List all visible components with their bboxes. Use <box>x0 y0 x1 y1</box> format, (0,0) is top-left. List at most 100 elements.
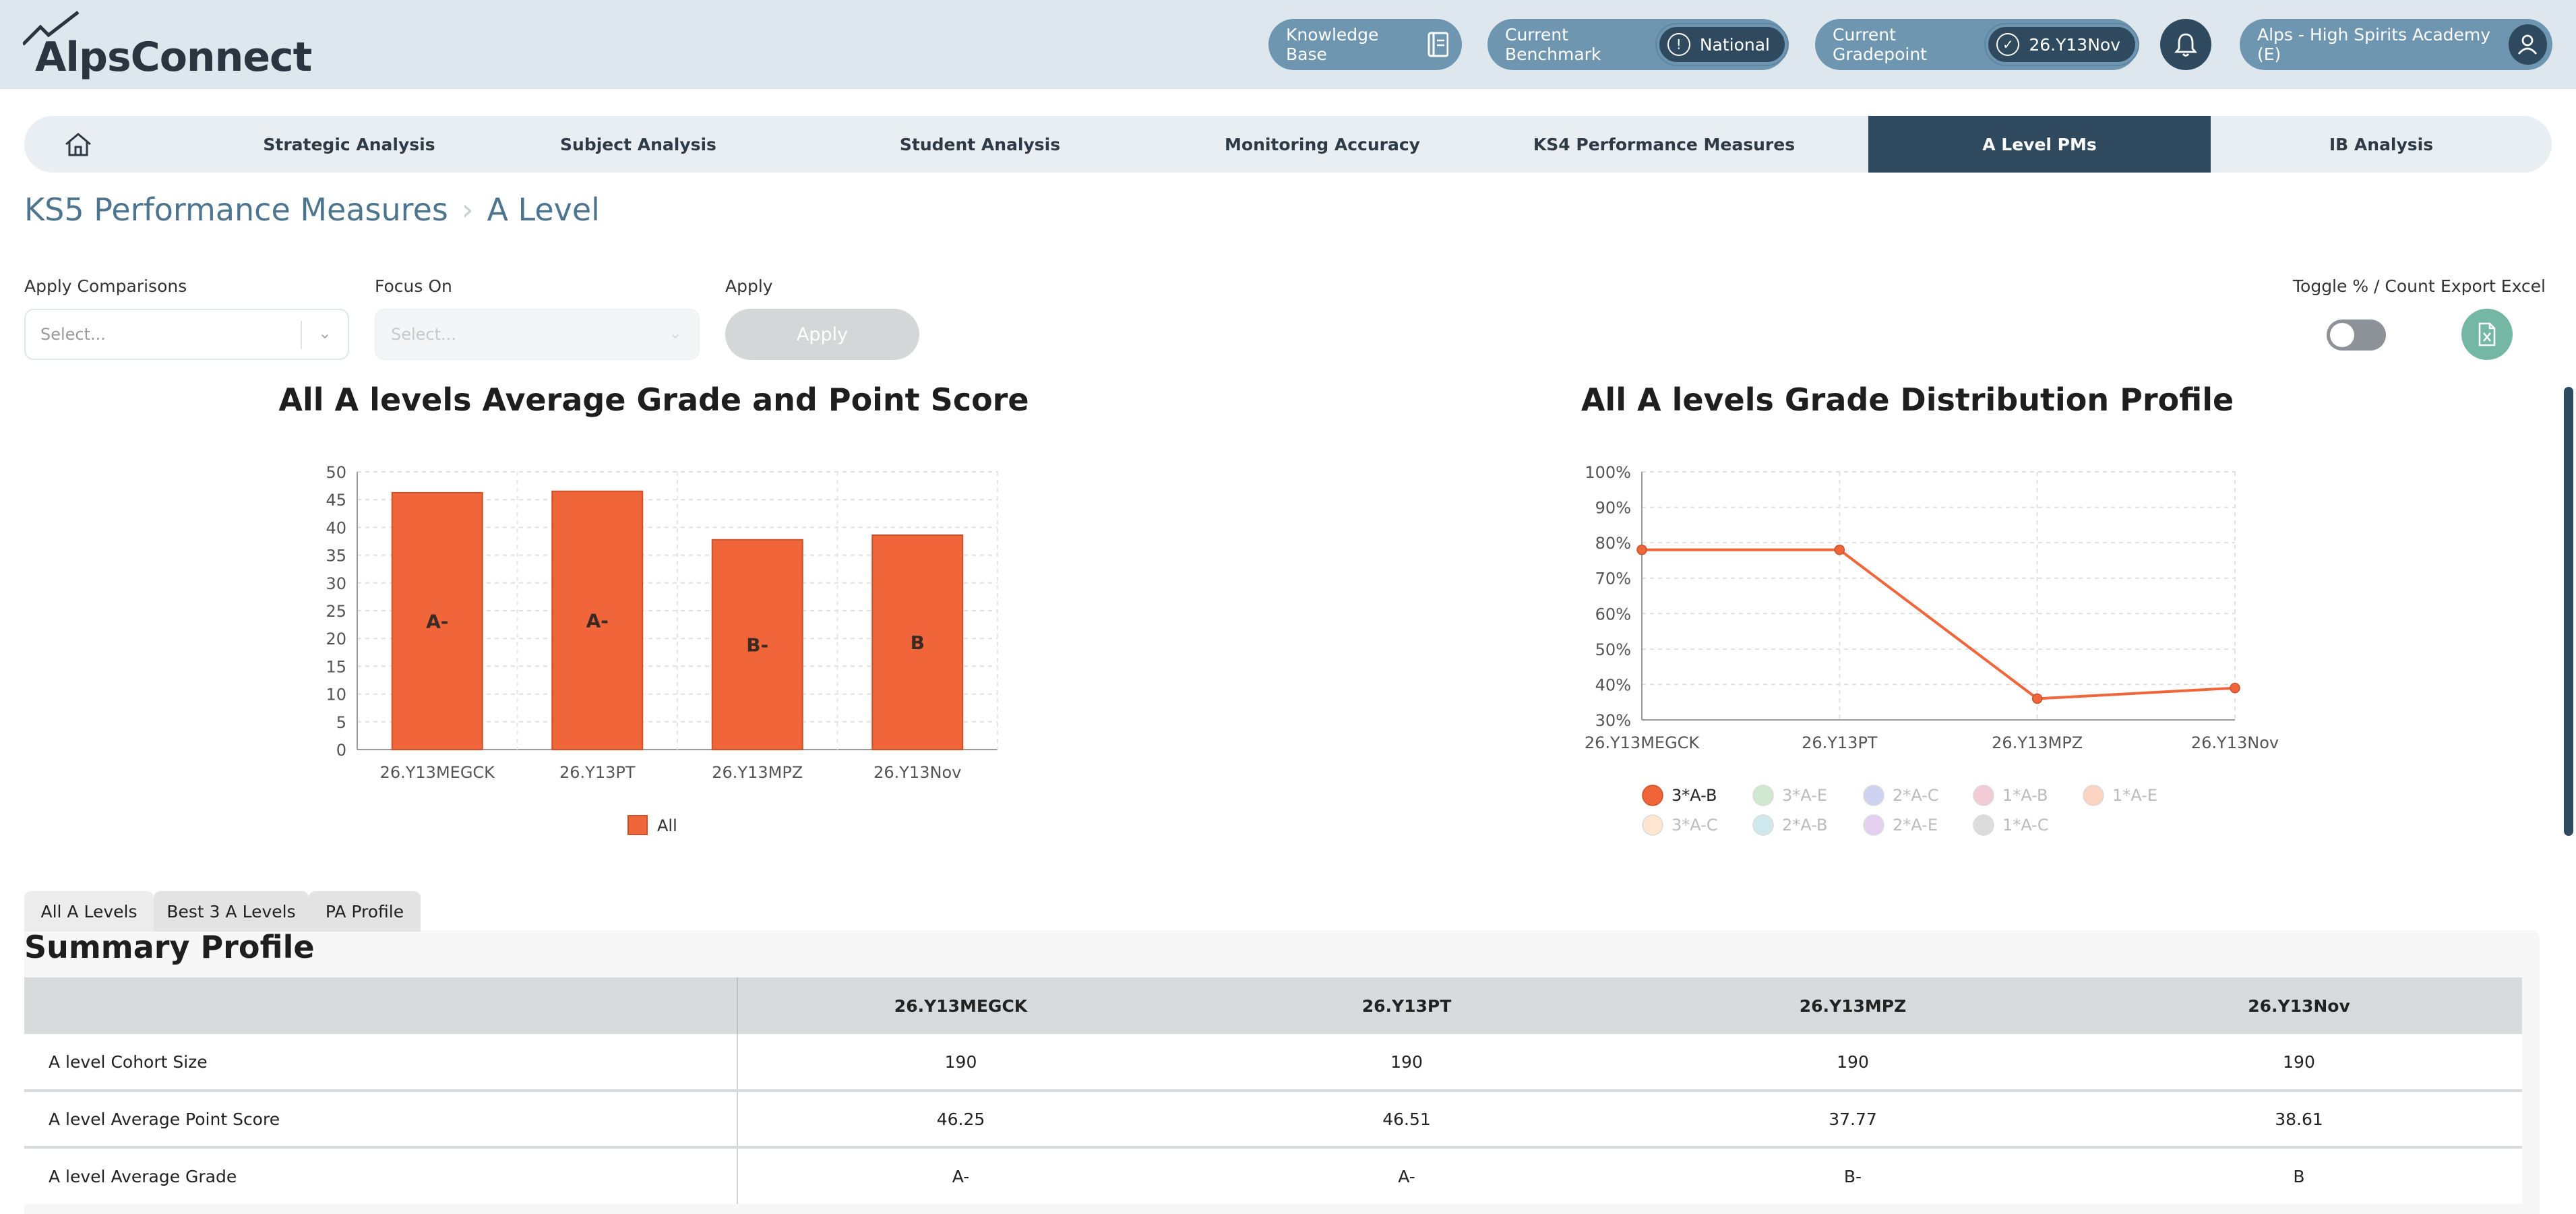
x-tick-label: 26.Y13MPZ <box>1992 733 2083 752</box>
page-scrollbar[interactable] <box>2564 387 2573 836</box>
tab-strategic-analysis[interactable]: Strategic Analysis <box>263 134 435 154</box>
y-tick-label: 80% <box>1595 534 1631 553</box>
alps-logo[interactable]: AlpsConnect <box>23 9 312 81</box>
bar <box>551 490 644 750</box>
comparisons-select[interactable]: Select... ⌄ <box>24 309 349 360</box>
tab-ks4-performance[interactable]: KS4 Performance Measures <box>1533 134 1796 154</box>
excel-file-icon <box>2478 322 2496 346</box>
tab-a-level-pms[interactable]: A Level PMs <box>1868 116 2211 173</box>
x-tick-label: 26.Y13MPZ <box>712 763 803 782</box>
subtab-pa-profile[interactable]: PA Profile <box>309 891 421 932</box>
table-row: A level Average Point Score 46.25 46.51 … <box>24 1091 2522 1149</box>
y-tick-label: 5 <box>336 713 346 732</box>
legend-marker <box>1863 785 1884 806</box>
data-point <box>1834 544 1845 555</box>
legend-marker <box>1973 814 1994 836</box>
export-excel-button[interactable] <box>2461 309 2513 360</box>
top-header: AlpsConnect Knowledge Base Current Bench… <box>0 0 2576 89</box>
legend-label: 2*A-E <box>1893 816 1938 834</box>
legend-marker <box>2083 785 2104 806</box>
y-tick-label: 0 <box>336 741 346 760</box>
table-header-cell[interactable]: 26.Y13MPZ <box>1630 977 2076 1034</box>
tab-monitoring-accuracy[interactable]: Monitoring Accuracy <box>1225 134 1420 154</box>
tab-subject-analysis[interactable]: Subject Analysis <box>560 134 716 154</box>
tab-student-analysis[interactable]: Student Analysis <box>899 134 1061 154</box>
benchmark-selector[interactable]: Current Benchmark ! National <box>1488 19 1787 70</box>
y-tick-label: 10 <box>326 686 346 704</box>
knowledge-base-button[interactable]: Knowledge Base <box>1268 19 1462 70</box>
breadcrumb-current: A Level <box>487 191 600 228</box>
legend-label: 1*A-B <box>2002 786 2048 805</box>
breadcrumb-parent[interactable]: KS5 Performance Measures <box>24 191 448 228</box>
bar-data-label: A- <box>586 609 609 632</box>
apply-button[interactable]: Apply <box>725 309 919 360</box>
bar-chart-title: All A levels Average Grade and Point Sco… <box>278 382 1029 418</box>
home-icon <box>65 133 91 156</box>
percent-count-toggle[interactable] <box>2327 320 2386 351</box>
data-point <box>1636 544 1647 555</box>
legend-marker <box>1863 814 1884 836</box>
subtab-all-a-levels[interactable]: All A Levels <box>24 891 154 932</box>
focus-select[interactable]: Select... ⌄ <box>375 309 700 360</box>
x-tick-label: 26.Y13MEGCK <box>380 763 496 782</box>
legend-label: 3*A-C <box>1672 816 1718 834</box>
bar-data-label: B <box>911 632 925 654</box>
subtab-best-3-a-levels[interactable]: Best 3 A Levels <box>154 891 309 932</box>
x-tick-label: 26.Y13PT <box>559 763 636 782</box>
knowledge-base-label: Knowledge Base <box>1286 25 1379 64</box>
y-tick-label: 30 <box>326 574 346 593</box>
benchmark-label: Current Benchmark <box>1505 25 1601 64</box>
table-row-label: A level Cohort Size <box>24 1034 738 1092</box>
table-header-row: 26.Y13MEGCK 26.Y13PT 26.Y13MPZ 26.Y13Nov <box>24 977 2522 1034</box>
table-header-cell[interactable]: 26.Y13MEGCK <box>737 977 1184 1034</box>
series-line <box>1642 548 2236 700</box>
y-tick-label: 45 <box>326 491 346 510</box>
y-tick-label: 60% <box>1595 605 1631 624</box>
y-tick-label: 20 <box>326 630 346 648</box>
x-tick-label: 26.Y13Nov <box>873 763 961 782</box>
legend-label: 1*A-E <box>2112 786 2157 805</box>
data-point <box>2031 693 2043 704</box>
legend-marker <box>1973 785 1994 806</box>
line-chart: 30% 40% 50% 60% 70% 80% 90% 100% 26.Y13MEGCK 26.Y… <box>1585 463 2279 836</box>
bar <box>391 491 483 751</box>
y-tick-label: 25 <box>326 602 346 621</box>
tab-ib-analysis[interactable]: IB Analysis <box>2329 134 2434 154</box>
y-tick-label: 50 <box>326 463 346 482</box>
notifications-button[interactable] <box>2160 19 2211 70</box>
table-cell: 190 <box>1630 1034 2076 1092</box>
account-menu[interactable]: Alps - High Spirits Academy (E) <box>2240 19 2552 70</box>
legend-label: 3*A-B <box>1672 786 1717 805</box>
y-tick-label: 70% <box>1595 570 1631 588</box>
benchmark-value: National <box>1699 34 1770 55</box>
chevron-down-icon: ⌄ <box>668 324 682 342</box>
table-row-label: A level Average Grade <box>24 1147 738 1204</box>
bell-icon <box>2174 33 2197 57</box>
legend-label: All <box>657 816 677 835</box>
table-row: A level Cohort Size 190 190 190 190 <box>24 1034 2522 1092</box>
table-cell: 190 <box>737 1034 1184 1092</box>
select-divider <box>301 321 302 349</box>
bar <box>871 534 964 750</box>
bar-chart: 0 5 10 15 20 25 30 35 40 45 50 A- 26.Y13MEGCK A- 26.Y1… <box>326 463 998 835</box>
data-point <box>2230 682 2240 694</box>
bar <box>711 539 803 750</box>
x-tick-label: 26.Y13MEGCK <box>1585 733 1700 752</box>
comparisons-placeholder: Select... <box>40 325 106 344</box>
table-header-cell <box>24 977 738 1034</box>
table-header-cell[interactable]: 26.Y13PT <box>1184 977 1630 1034</box>
table-cell: 190 <box>1184 1034 1630 1092</box>
bar-data-label: A- <box>426 610 448 632</box>
home-tab[interactable] <box>24 116 132 173</box>
toggle-knob <box>2330 323 2354 347</box>
table-cell: A- <box>737 1147 1184 1204</box>
school-name: Alps - High Spirits Academy (E) <box>2257 25 2491 64</box>
legend-marker <box>1642 814 1663 836</box>
gradepoint-selector[interactable]: Current Gradepoint ✓ 26.Y13Nov <box>1815 19 2138 70</box>
comparisons-label: Apply Comparisons <box>24 276 187 296</box>
legend-swatch <box>627 815 648 835</box>
table-header-cell[interactable]: 26.Y13Nov <box>2076 977 2522 1034</box>
logo-text-connect: Connect <box>130 34 313 81</box>
y-tick-label: 15 <box>326 657 346 676</box>
legend-label: 2*A-C <box>1893 786 1939 805</box>
